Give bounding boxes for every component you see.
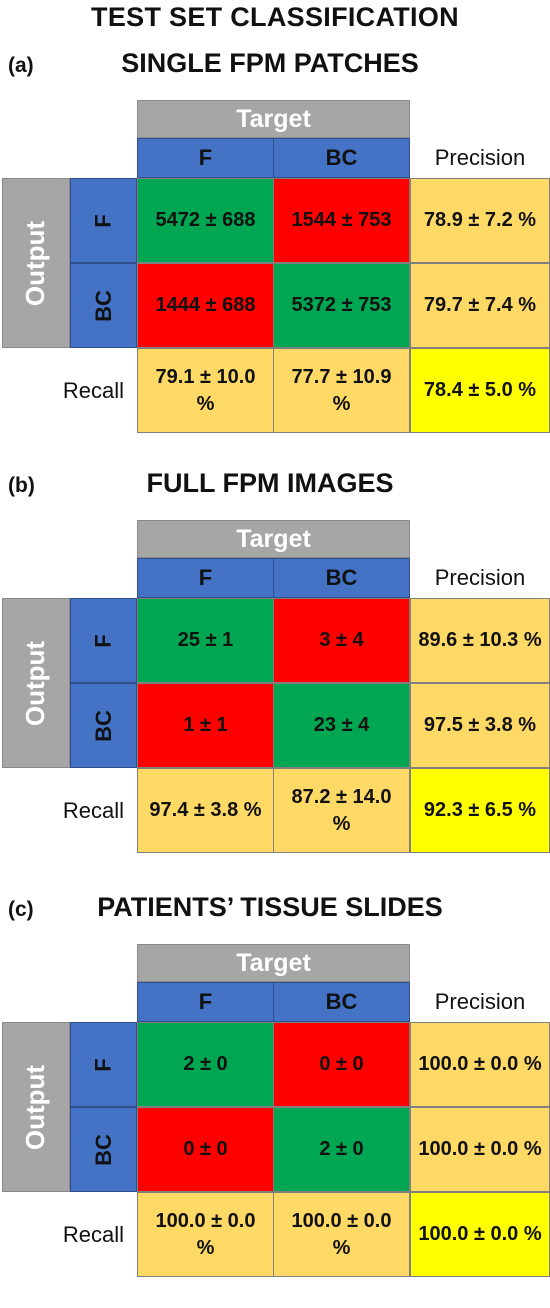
cell-f-f: 25 ± 1 <box>137 598 274 683</box>
cell-overall-accuracy: 78.4 ± 5.0 % <box>410 348 550 433</box>
output-header-label: Output <box>20 220 51 306</box>
cell-bc-bc: 23 ± 4 <box>273 683 410 768</box>
confusion-matrix-panel: (b) FULL FPM IMAGES Target F BC Precisio… <box>0 464 550 884</box>
cell-bc-precision: 100.0 ± 0.0 % <box>410 1107 550 1192</box>
cell-bc-precision: 97.5 ± 3.8 % <box>410 683 550 768</box>
recall-header: Recall <box>62 1221 125 1247</box>
cell-f-f: 5472 ± 688 <box>137 178 274 263</box>
panel-title: PATIENTS’ TISSUE SLIDES <box>97 892 443 922</box>
output-header-label: Output <box>20 1064 51 1150</box>
cell-bc-precision: 79.7 ± 7.4 % <box>410 263 550 348</box>
cell-recall-f: 100.0 ± 0.0 % <box>137 1192 274 1277</box>
row-header-bc-label: BC <box>90 289 116 322</box>
confusion-matrix-panel: (a) SINGLE FPM PATCHES Target F BC Preci… <box>0 44 550 464</box>
cell-bc-f: 1444 ± 688 <box>137 263 274 348</box>
panel-title: SINGLE FPM PATCHES <box>121 48 419 78</box>
cell-f-precision: 100.0 ± 0.0 % <box>410 1022 550 1107</box>
recall-header: Recall <box>62 797 125 823</box>
cell-f-bc: 1544 ± 753 <box>273 178 410 263</box>
target-header: Target <box>137 520 410 558</box>
panel-letter: (c) <box>8 898 34 921</box>
panel-title: FULL FPM IMAGES <box>146 468 394 498</box>
cell-recall-f: 97.4 ± 3.8 % <box>137 768 274 853</box>
cell-f-precision: 89.6 ± 10.3 % <box>410 598 550 683</box>
cell-recall-bc: 87.2 ± 14.0 % <box>273 768 410 853</box>
row-header-f: F <box>70 1022 137 1107</box>
output-header: Output <box>2 1022 70 1192</box>
cell-f-bc: 3 ± 4 <box>273 598 410 683</box>
row-header-bc: BC <box>70 263 137 348</box>
cell-recall-f: 79.1 ± 10.0 % <box>137 348 274 433</box>
row-header-bc: BC <box>70 1107 137 1192</box>
precision-header: Precision <box>434 145 526 170</box>
cell-f-f: 2 ± 0 <box>137 1022 274 1107</box>
row-header-f: F <box>70 178 137 263</box>
row-header-f: F <box>70 598 137 683</box>
row-header-f-label: F <box>90 1057 116 1072</box>
output-header: Output <box>2 598 70 768</box>
precision-header: Precision <box>434 565 526 590</box>
precision-header: Precision <box>434 989 526 1014</box>
output-header: Output <box>2 178 70 348</box>
column-header-f: F <box>137 138 274 178</box>
cell-f-bc: 0 ± 0 <box>273 1022 410 1107</box>
row-header-bc-label: BC <box>90 1133 116 1166</box>
column-header-bc: BC <box>273 982 410 1022</box>
cell-recall-bc: 77.7 ± 10.9 % <box>273 348 410 433</box>
panel-letter: (a) <box>8 54 34 77</box>
cell-f-precision: 78.9 ± 7.2 % <box>410 178 550 263</box>
column-header-bc: BC <box>273 558 410 598</box>
cell-recall-bc: 100.0 ± 0.0 % <box>273 1192 410 1277</box>
row-header-f-label: F <box>90 213 116 228</box>
target-header: Target <box>137 944 410 982</box>
column-header-f: F <box>137 982 274 1022</box>
cell-bc-f: 1 ± 1 <box>137 683 274 768</box>
target-header: Target <box>137 100 410 138</box>
row-header-bc-label: BC <box>90 709 116 742</box>
recall-header: Recall <box>62 377 125 403</box>
column-header-bc: BC <box>273 138 410 178</box>
cell-overall-accuracy: 100.0 ± 0.0 % <box>410 1192 550 1277</box>
panel-letter: (b) <box>8 474 35 497</box>
row-header-bc: BC <box>70 683 137 768</box>
confusion-matrix-panel: (c) PATIENTS’ TISSUE SLIDES Target F BC … <box>0 888 550 1308</box>
output-header-label: Output <box>20 640 51 726</box>
figure-title: TEST SET CLASSIFICATION <box>91 2 459 32</box>
cell-bc-f: 0 ± 0 <box>137 1107 274 1192</box>
cell-bc-bc: 2 ± 0 <box>273 1107 410 1192</box>
cell-overall-accuracy: 92.3 ± 6.5 % <box>410 768 550 853</box>
row-header-f-label: F <box>90 633 116 648</box>
cell-bc-bc: 5372 ± 753 <box>273 263 410 348</box>
column-header-f: F <box>137 558 274 598</box>
